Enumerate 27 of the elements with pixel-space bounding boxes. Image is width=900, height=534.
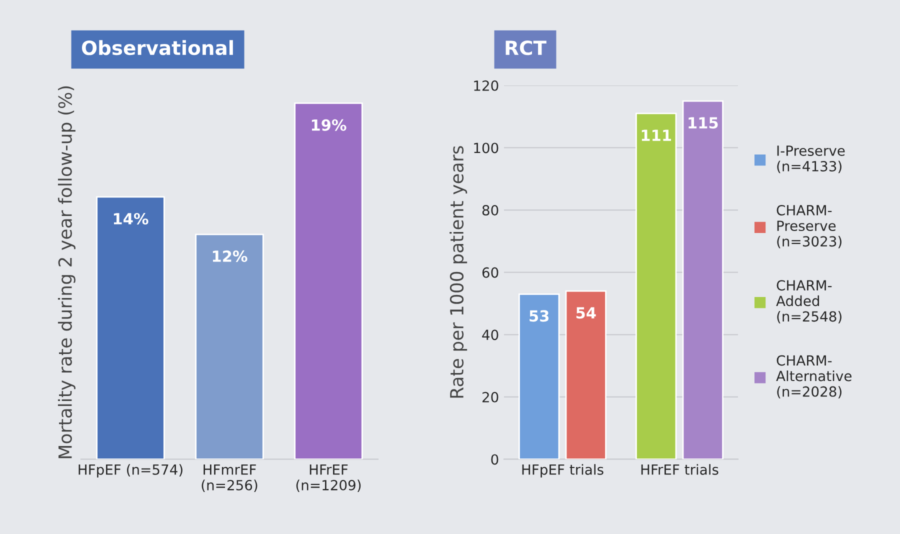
y-tick-label: 120 [474,80,498,91]
legend-label: CHARM- Alternative (n=2028) [776,355,852,398]
legend-label: CHARM- Added (n=2548) [776,280,842,324]
data-label: 115 [688,117,718,129]
y-tick-label: 100 [474,142,498,154]
x-tick-label: HFpEF (n=574) [78,464,182,478]
y-axis-title: Mortality rate during 2 year follow-up (%) [58,86,76,458]
data-label: 111 [642,130,671,141]
legend-label: CHARM- Preserve (n=3023) [776,204,842,248]
data-label: 12% [212,250,248,262]
data-label: 14% [114,212,148,225]
x-tick-label: HFrEF (n=1209) [296,464,361,492]
x-tick-label: HFmrEF (n=256) [202,464,258,492]
data-label: 53 [530,310,549,322]
data-label: 19% [312,119,346,131]
chart-title: RCT [506,40,546,56]
legend-label: I-Preserve (n=4133) [777,146,845,174]
y-tick-label: 40 [482,330,498,340]
x-tick-label: HFpEF trials [522,464,604,478]
y-tick-label: 20 [482,392,498,402]
data-label: 54 [576,307,596,319]
y-axis-title: Rate per 1000 patient years [450,146,468,398]
x-tick-label: HFrEF trials [641,464,718,475]
y-tick-label: 80 [482,205,498,216]
y-tick-label: 0 [491,454,498,465]
chart-title: Observational [82,40,233,56]
y-tick-label: 60 [482,267,498,278]
